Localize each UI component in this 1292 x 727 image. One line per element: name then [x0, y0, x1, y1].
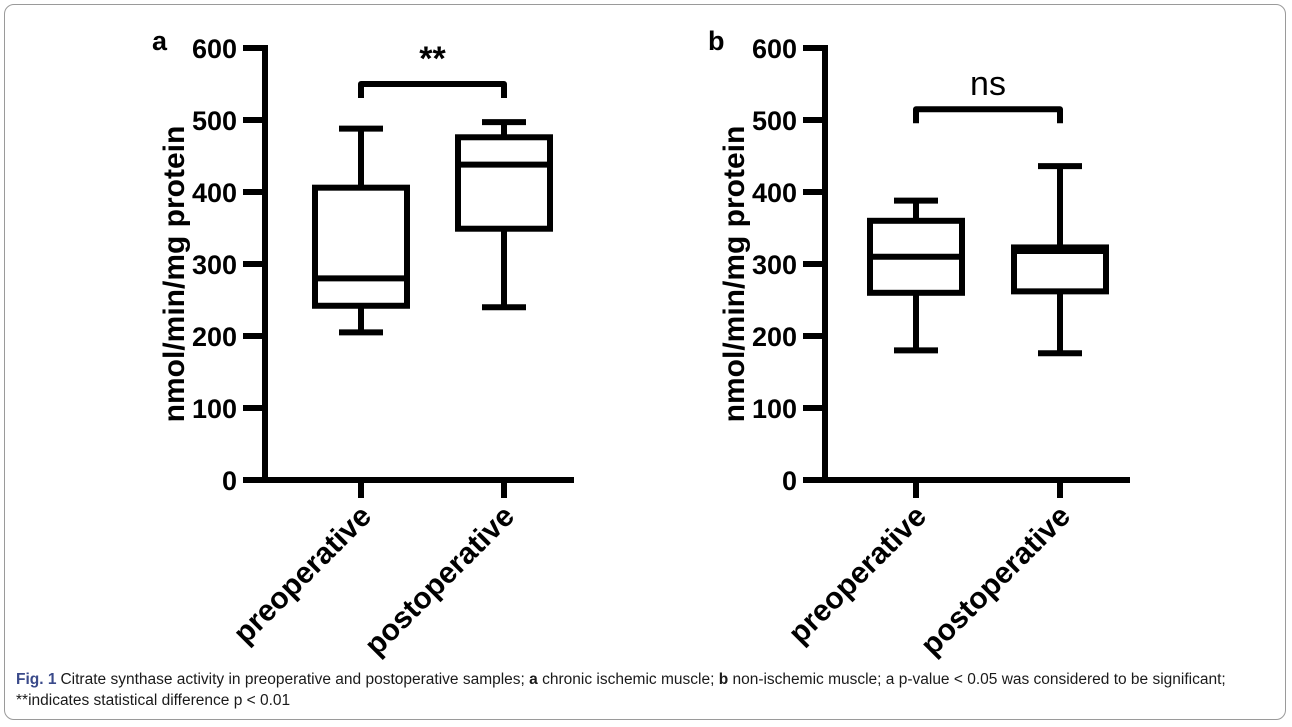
iqr-box [455, 134, 553, 232]
figure-caption: Fig. 1 Citrate synthase activity in preop… [16, 669, 1278, 711]
y-tick-label: 500 [752, 106, 797, 136]
caption-panel-b: b [718, 671, 729, 688]
x-tick-label: postoperative [915, 500, 1077, 662]
box-postoperative [1011, 163, 1109, 357]
significance-label: ** [419, 40, 446, 78]
caption-text-3: non-ischemic muscle; a p-value < 0.05 wa… [16, 671, 1226, 709]
chart-panel-b: b 0 100 200 300 400 500 600 nmol/min/mg protein p… [708, 26, 1130, 662]
y-tick-label: 400 [752, 178, 797, 208]
caption-panel-a: a [529, 671, 538, 688]
y-axis-title: nmol/min/mg protein [158, 126, 191, 423]
y-tick-label: 100 [752, 394, 797, 424]
figure-number: Fig. 1 [16, 671, 57, 688]
y-tick-label: 0 [222, 466, 237, 496]
iqr-box [1011, 244, 1109, 295]
x-tick-label: postoperative [359, 500, 521, 662]
significance-label: ns [970, 65, 1006, 103]
y-axis-title: nmol/min/mg protein [718, 126, 751, 423]
iqr-box [312, 184, 410, 309]
y-tick-label: 500 [192, 106, 237, 136]
y-tick-label: 600 [752, 34, 797, 64]
caption-text-2: chronic ischemic muscle; [537, 671, 719, 688]
chart-panel-a: a 0 100 200 300 400 500 600 nmol/min/mg protein p… [152, 26, 574, 662]
y-tick-label: 400 [192, 178, 237, 208]
box-postoperative [455, 119, 553, 311]
y-tick-label: 0 [782, 466, 797, 496]
y-tick-label: 200 [192, 322, 237, 352]
y-tick-label: 100 [192, 394, 237, 424]
significance-bracket [358, 81, 507, 98]
box-preoperative [867, 197, 965, 354]
figure-frame [4, 4, 1286, 720]
significance-bracket [913, 106, 1063, 124]
y-tick-label: 300 [192, 250, 237, 280]
y-tick-label: 300 [752, 250, 797, 280]
panel-label: b [708, 26, 725, 56]
box-preoperative [312, 125, 410, 336]
panel-label: a [152, 26, 168, 56]
y-tick-label: 600 [192, 34, 237, 64]
caption-text-1: Citrate synthase activity in preoperativ… [60, 671, 530, 688]
x-tick-label: preoperative [227, 500, 378, 651]
y-tick-label: 200 [752, 322, 797, 352]
x-tick-label: preoperative [782, 500, 933, 651]
